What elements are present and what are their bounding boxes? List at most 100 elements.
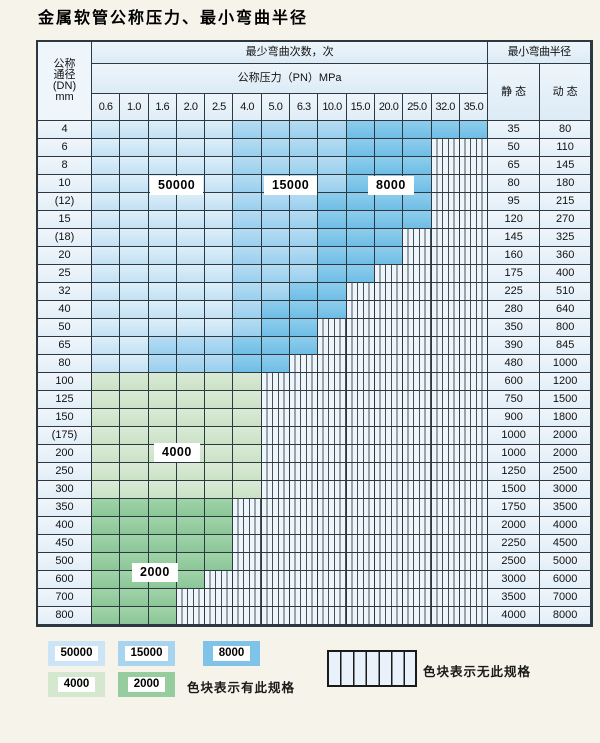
cell-no-spec xyxy=(374,571,404,589)
cell-cycles-50000 xyxy=(176,121,206,139)
header-static: 静 态 xyxy=(488,64,541,121)
cell-cycles-8000 xyxy=(261,337,291,355)
cell-cycles-15000 xyxy=(290,121,319,139)
cell-no-spec xyxy=(261,481,291,499)
legend-no-spec-text: 色块表示无此规格 xyxy=(423,665,532,679)
cell-cycles-4000 xyxy=(92,427,121,445)
cell-no-spec xyxy=(318,337,347,355)
cell-cycles-8000 xyxy=(374,229,404,247)
legend-swatch-value: 15000 xyxy=(124,646,169,661)
cell-cycles-15000 xyxy=(233,319,262,337)
cell-cycles-50000 xyxy=(92,283,121,301)
cell-cycles-50000 xyxy=(92,229,121,247)
cell-cycles-8000 xyxy=(403,139,432,157)
cell-no-spec xyxy=(431,301,460,319)
cell-cycles-2000 xyxy=(148,607,177,625)
cell-no-spec xyxy=(261,571,291,589)
dn-cell: 40 xyxy=(38,301,92,319)
dn-cell: (18) xyxy=(38,229,92,247)
cell-cycles-50000 xyxy=(92,139,121,157)
cell-no-spec xyxy=(261,499,291,517)
cell-cycles-15000 xyxy=(148,337,177,355)
cell-cycles-50000 xyxy=(205,193,234,211)
cell-no-spec xyxy=(261,391,291,409)
cell-cycles-50000 xyxy=(120,319,149,337)
legend-swatch-value: 50000 xyxy=(54,646,99,661)
header-nominal-pressure: 公称压力（PN）MPa xyxy=(92,64,489,94)
cell-no-spec xyxy=(459,571,489,589)
cell-no-spec xyxy=(290,499,319,517)
cell-no-spec xyxy=(290,409,319,427)
dynamic-radius-cell: 2000 xyxy=(540,445,592,463)
cell-cycles-50000 xyxy=(92,337,121,355)
cell-cycles-4000 xyxy=(92,481,121,499)
cell-cycles-50000 xyxy=(176,301,206,319)
cell-cycles-15000 xyxy=(290,211,319,229)
static-radius-cell: 1500 xyxy=(488,481,541,499)
cell-no-spec xyxy=(459,427,489,445)
cell-cycles-8000 xyxy=(346,247,375,265)
static-radius-cell: 2500 xyxy=(488,553,541,571)
cell-cycles-50000 xyxy=(120,265,149,283)
cell-cycles-50000 xyxy=(176,319,206,337)
cell-no-spec xyxy=(431,481,460,499)
cell-cycles-8000 xyxy=(233,337,262,355)
static-radius-cell: 2250 xyxy=(488,535,541,553)
cell-no-spec xyxy=(318,409,347,427)
cell-cycles-8000 xyxy=(403,193,432,211)
dn-cell: 80 xyxy=(38,355,92,373)
cell-no-spec xyxy=(318,391,347,409)
cell-cycles-8000 xyxy=(403,211,432,229)
cell-cycles-50000 xyxy=(92,265,121,283)
dn-cell: 600 xyxy=(38,571,92,589)
cell-no-spec xyxy=(374,337,404,355)
static-radius-cell: 35 xyxy=(488,121,541,139)
cell-no-spec xyxy=(205,589,234,607)
cell-cycles-50000 xyxy=(92,211,121,229)
cell-cycles-50000 xyxy=(205,139,234,157)
cell-cycles-4000 xyxy=(233,445,262,463)
cell-cycles-15000 xyxy=(205,355,234,373)
header-pressure-value: 2.0 xyxy=(176,94,206,121)
cell-no-spec xyxy=(459,535,489,553)
cell-no-spec xyxy=(403,427,432,445)
cell-cycles-2000 xyxy=(176,517,206,535)
cell-no-spec xyxy=(431,445,460,463)
cell-no-spec xyxy=(431,229,460,247)
cell-no-spec xyxy=(459,175,489,193)
cell-no-spec xyxy=(431,283,460,301)
cell-cycles-15000 xyxy=(261,247,291,265)
static-radius-cell: 3000 xyxy=(488,571,541,589)
dynamic-radius-cell: 6000 xyxy=(540,571,592,589)
cell-no-spec xyxy=(233,589,262,607)
cell-no-spec xyxy=(346,283,375,301)
legend-swatch-15000: 15000 xyxy=(118,641,175,666)
cell-cycles-4000 xyxy=(120,391,149,409)
cell-cycles-4000 xyxy=(233,427,262,445)
cell-cycles-8000 xyxy=(261,319,291,337)
cell-cycles-8000 xyxy=(261,355,291,373)
cell-no-spec xyxy=(318,571,347,589)
static-radius-cell: 600 xyxy=(488,373,541,391)
cell-cycles-4000 xyxy=(120,481,149,499)
cell-cycles-4000 xyxy=(205,391,234,409)
cell-cycles-15000 xyxy=(261,283,291,301)
cell-no-spec xyxy=(346,409,375,427)
cell-no-spec xyxy=(403,589,432,607)
legend-swatch-value: 8000 xyxy=(212,646,251,661)
cell-cycles-4000 xyxy=(148,463,177,481)
cell-cycles-50000 xyxy=(148,229,177,247)
header-pressure-value: 25.0 xyxy=(403,94,432,121)
cell-cycles-4000 xyxy=(176,409,206,427)
cell-no-spec xyxy=(318,607,347,625)
cell-cycles-8000 xyxy=(318,283,347,301)
cell-cycles-50000 xyxy=(176,247,206,265)
cell-cycles-4000 xyxy=(205,445,234,463)
static-radius-cell: 2000 xyxy=(488,517,541,535)
cell-cycles-15000 xyxy=(290,139,319,157)
cell-cycles-2000 xyxy=(205,535,234,553)
cell-cycles-15000 xyxy=(261,229,291,247)
cell-no-spec xyxy=(318,481,347,499)
cell-cycles-15000 xyxy=(261,193,291,211)
cell-no-spec xyxy=(318,535,347,553)
